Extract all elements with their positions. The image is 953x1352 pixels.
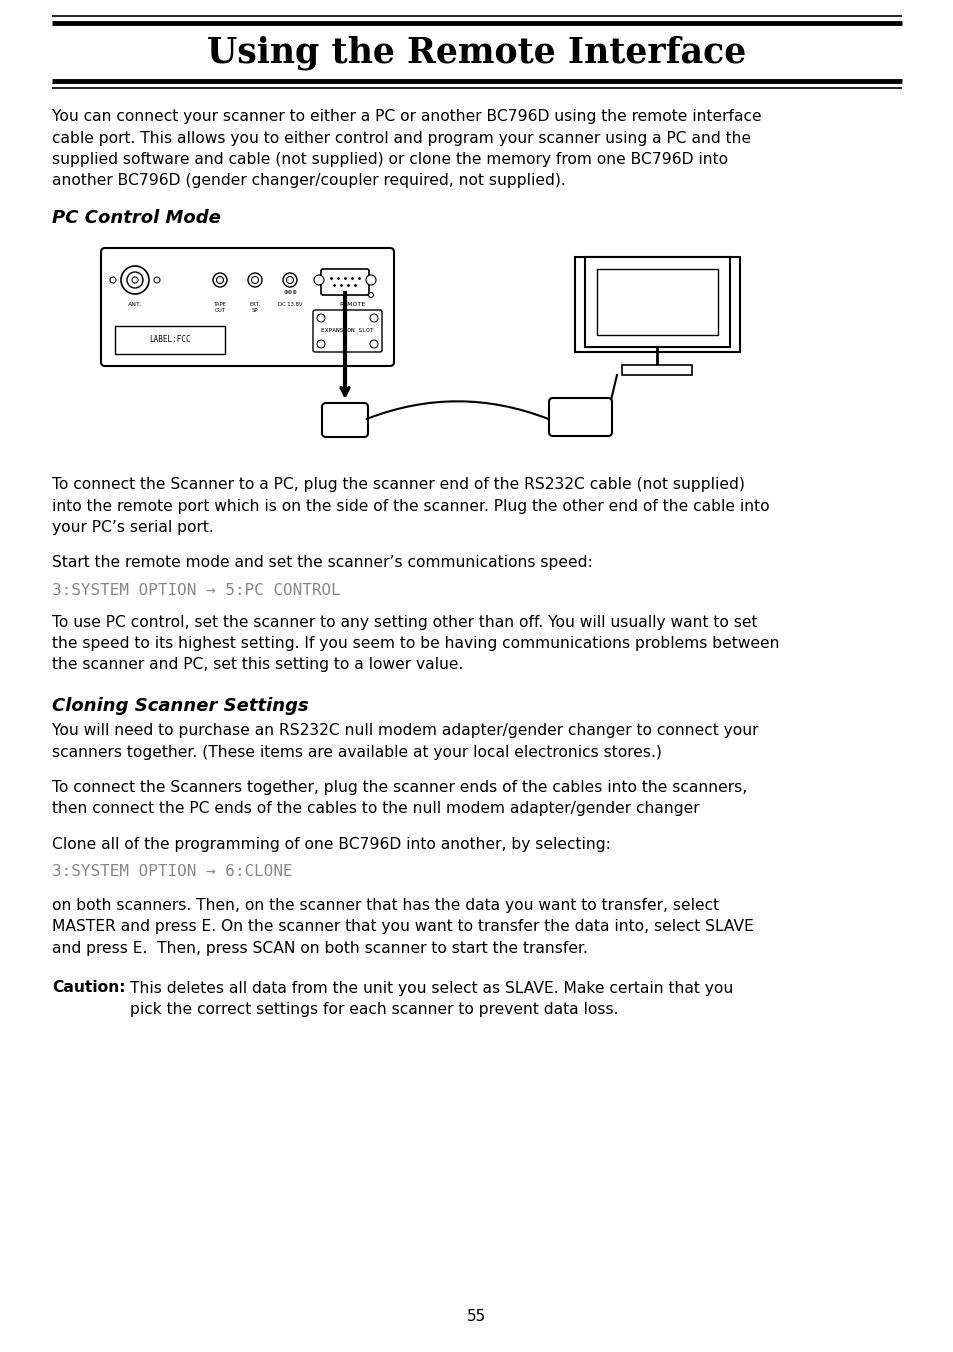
FancyBboxPatch shape bbox=[548, 397, 612, 435]
FancyBboxPatch shape bbox=[313, 310, 381, 352]
Text: the scanner and PC, set this setting to a lower value.: the scanner and PC, set this setting to … bbox=[52, 657, 463, 672]
Circle shape bbox=[132, 277, 138, 283]
Circle shape bbox=[252, 277, 258, 284]
Circle shape bbox=[368, 292, 374, 297]
Text: To connect the Scanner to a PC, plug the scanner end of the RS232C cable (not su: To connect the Scanner to a PC, plug the… bbox=[52, 477, 744, 492]
Text: ⊕⊕⊕: ⊕⊕⊕ bbox=[283, 289, 296, 295]
Circle shape bbox=[316, 314, 325, 322]
Circle shape bbox=[213, 273, 227, 287]
Circle shape bbox=[283, 273, 296, 287]
Text: and press E.  Then, press SCAN on both scanner to start the transfer.: and press E. Then, press SCAN on both sc… bbox=[52, 941, 587, 956]
FancyBboxPatch shape bbox=[322, 403, 368, 437]
Bar bbox=[115, 326, 225, 354]
Text: Caution:: Caution: bbox=[52, 980, 126, 995]
Text: pick the correct settings for each scanner to prevent data loss.: pick the correct settings for each scann… bbox=[130, 1002, 618, 1017]
Text: EXT.
SP: EXT. SP bbox=[250, 301, 260, 312]
Text: ANT.: ANT. bbox=[128, 301, 142, 307]
Text: Start the remote mode and set the scanner’s communications speed:: Start the remote mode and set the scanne… bbox=[52, 556, 592, 571]
Text: Clone all of the programming of one BC796D into another, by selecting:: Clone all of the programming of one BC79… bbox=[52, 837, 610, 852]
Circle shape bbox=[248, 273, 262, 287]
Bar bbox=[622, 365, 692, 375]
Text: DC 13.8V: DC 13.8V bbox=[277, 301, 302, 307]
Circle shape bbox=[216, 277, 223, 284]
Text: To use PC control, set the scanner to any setting other than off. You will usual: To use PC control, set the scanner to an… bbox=[52, 615, 757, 630]
FancyBboxPatch shape bbox=[101, 247, 394, 366]
Text: then connect the PC ends of the cables to the null modem adapter/gender changer: then connect the PC ends of the cables t… bbox=[52, 802, 699, 817]
Circle shape bbox=[370, 339, 377, 347]
Text: To connect the Scanners together, plug the scanner ends of the cables into the s: To connect the Scanners together, plug t… bbox=[52, 780, 746, 795]
Text: 55: 55 bbox=[467, 1309, 486, 1324]
Circle shape bbox=[110, 277, 116, 283]
Circle shape bbox=[121, 266, 149, 293]
Circle shape bbox=[366, 274, 375, 285]
Text: cable port. This allows you to either control and program your scanner using a P: cable port. This allows you to either co… bbox=[52, 131, 750, 146]
Text: TAPE
OUT: TAPE OUT bbox=[213, 301, 226, 312]
Bar bbox=[597, 269, 718, 335]
Bar bbox=[584, 257, 729, 347]
Text: MASTER and press E. On the scanner that you want to transfer the data into, sele: MASTER and press E. On the scanner that … bbox=[52, 919, 753, 934]
Text: into the remote port which is on the side of the scanner. Plug the other end of : into the remote port which is on the sid… bbox=[52, 499, 769, 514]
Text: You can connect your scanner to either a PC or another BC796D using the remote i: You can connect your scanner to either a… bbox=[52, 110, 760, 124]
Circle shape bbox=[314, 274, 324, 285]
Text: your PC’s serial port.: your PC’s serial port. bbox=[52, 521, 213, 535]
Circle shape bbox=[286, 277, 294, 284]
Text: 3:SYSTEM OPTION → 6:CLONE: 3:SYSTEM OPTION → 6:CLONE bbox=[52, 864, 293, 880]
Text: REMOTE: REMOTE bbox=[339, 301, 366, 307]
Text: Cloning Scanner Settings: Cloning Scanner Settings bbox=[52, 698, 309, 715]
Text: supplied software and cable (not supplied) or clone the memory from one BC796D i: supplied software and cable (not supplie… bbox=[52, 151, 727, 168]
Text: This deletes all data from the unit you select as SLAVE. Make certain that you: This deletes all data from the unit you … bbox=[130, 980, 733, 995]
Text: 3:SYSTEM OPTION → 5:PC CONTROL: 3:SYSTEM OPTION → 5:PC CONTROL bbox=[52, 583, 340, 598]
Circle shape bbox=[153, 277, 160, 283]
Text: EXPANSION SLOT: EXPANSION SLOT bbox=[321, 329, 374, 334]
Circle shape bbox=[316, 339, 325, 347]
Text: the speed to its highest setting. If you seem to be having communications proble: the speed to its highest setting. If you… bbox=[52, 635, 779, 652]
FancyBboxPatch shape bbox=[320, 269, 369, 295]
Text: on both scanners. Then, on the scanner that has the data you want to transfer, s: on both scanners. Then, on the scanner t… bbox=[52, 898, 719, 913]
Circle shape bbox=[370, 314, 377, 322]
Text: Using the Remote Interface: Using the Remote Interface bbox=[207, 37, 746, 70]
Text: You will need to purchase an RS232C null modem adapter/gender changer to connect: You will need to purchase an RS232C null… bbox=[52, 723, 758, 738]
Text: LABEL:FCC: LABEL:FCC bbox=[149, 335, 191, 345]
Circle shape bbox=[127, 272, 143, 288]
Text: scanners together. (These items are available at your local electronics stores.): scanners together. (These items are avai… bbox=[52, 745, 661, 760]
Text: PC Control Mode: PC Control Mode bbox=[52, 210, 221, 227]
Text: another BC796D (gender changer/coupler required, not supplied).: another BC796D (gender changer/coupler r… bbox=[52, 173, 565, 188]
FancyBboxPatch shape bbox=[575, 257, 740, 352]
